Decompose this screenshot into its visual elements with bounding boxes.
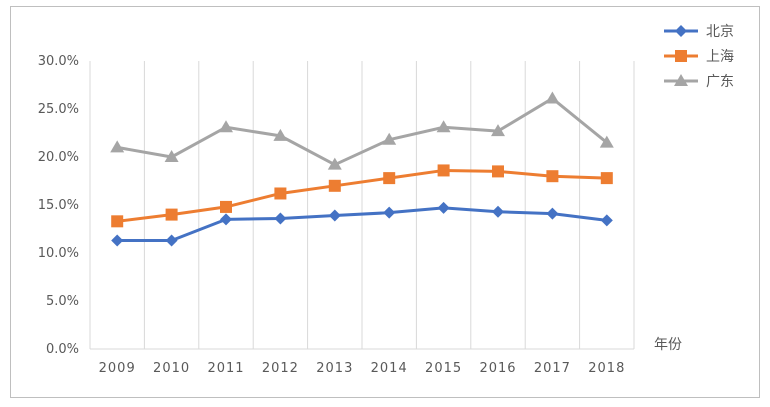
data-point — [437, 201, 450, 214]
data-point — [328, 179, 341, 192]
legend-marker — [674, 74, 688, 86]
x-tick-label: 2013 — [316, 361, 353, 376]
y-axis-ticks: 0.0% 5.0% 10.0% 15.0% 20.0% 25.0% 30.0% — [38, 54, 79, 357]
series-line — [117, 168, 607, 223]
chart-frame — [10, 6, 760, 398]
data-point — [220, 200, 232, 213]
y-tick-label: 20.0% — [38, 150, 79, 165]
data-point — [382, 132, 397, 145]
x-tick-label: 2009 — [99, 361, 136, 376]
legend-label: 北京 — [706, 24, 734, 40]
data-point — [111, 234, 124, 247]
x-tick-label: 2010 — [153, 361, 190, 376]
data-point — [220, 213, 232, 226]
series-line — [117, 206, 607, 243]
x-axis-ticks: 2009 2010 2011 2012 2013 2014 2015 2016 2017 2018 — [99, 361, 625, 376]
data-point — [600, 172, 613, 185]
series-1 — [111, 164, 613, 228]
data-point — [492, 205, 504, 218]
legend-item: 广东 — [664, 74, 734, 90]
data-point — [328, 209, 341, 222]
data-point — [111, 215, 124, 228]
x-tick-label: 2018 — [588, 361, 625, 376]
grid-lines — [89, 61, 635, 350]
legend-marker — [675, 25, 687, 37]
data-point — [436, 120, 451, 133]
y-tick-label: 5.0% — [46, 294, 79, 309]
y-tick-label: 25.0% — [38, 102, 79, 117]
series-layer — [110, 91, 614, 247]
y-tick-label: 15.0% — [38, 198, 79, 213]
data-point — [110, 140, 125, 153]
x-tick-label: 2015 — [425, 361, 462, 376]
legend-marker — [675, 50, 687, 62]
data-point — [599, 135, 614, 148]
data-point — [492, 165, 504, 178]
legend-item: 北京 — [664, 24, 734, 40]
data-point — [383, 206, 396, 219]
data-point — [327, 157, 342, 170]
x-tick-label: 2012 — [262, 361, 299, 376]
data-point — [383, 172, 396, 185]
series-0 — [111, 201, 613, 247]
series-line — [116, 96, 608, 167]
data-point — [274, 212, 287, 225]
y-tick-label: 10.0% — [38, 246, 79, 261]
data-point — [219, 120, 233, 133]
data-point — [164, 150, 179, 162]
data-point — [273, 128, 288, 141]
y-tick-label: 0.0% — [46, 342, 79, 357]
data-point — [491, 124, 505, 137]
legend-item: 上海 — [664, 49, 734, 65]
data-point — [546, 207, 559, 220]
data-point — [165, 234, 178, 247]
data-point — [600, 214, 613, 227]
series-2 — [110, 91, 614, 170]
data-point — [545, 91, 560, 104]
data-point — [165, 208, 178, 221]
data-point — [437, 164, 450, 177]
data-point — [274, 187, 287, 200]
y-tick-label: 30.0% — [38, 54, 79, 69]
x-tick-label: 2017 — [534, 361, 571, 376]
data-point — [546, 170, 559, 183]
legend-label: 上海 — [706, 49, 734, 65]
x-axis-title: 年份 — [654, 337, 682, 353]
x-tick-label: 2011 — [207, 361, 244, 376]
legend-label: 广东 — [706, 74, 734, 90]
x-tick-label: 2016 — [479, 361, 516, 376]
x-tick-label: 2014 — [371, 361, 408, 376]
